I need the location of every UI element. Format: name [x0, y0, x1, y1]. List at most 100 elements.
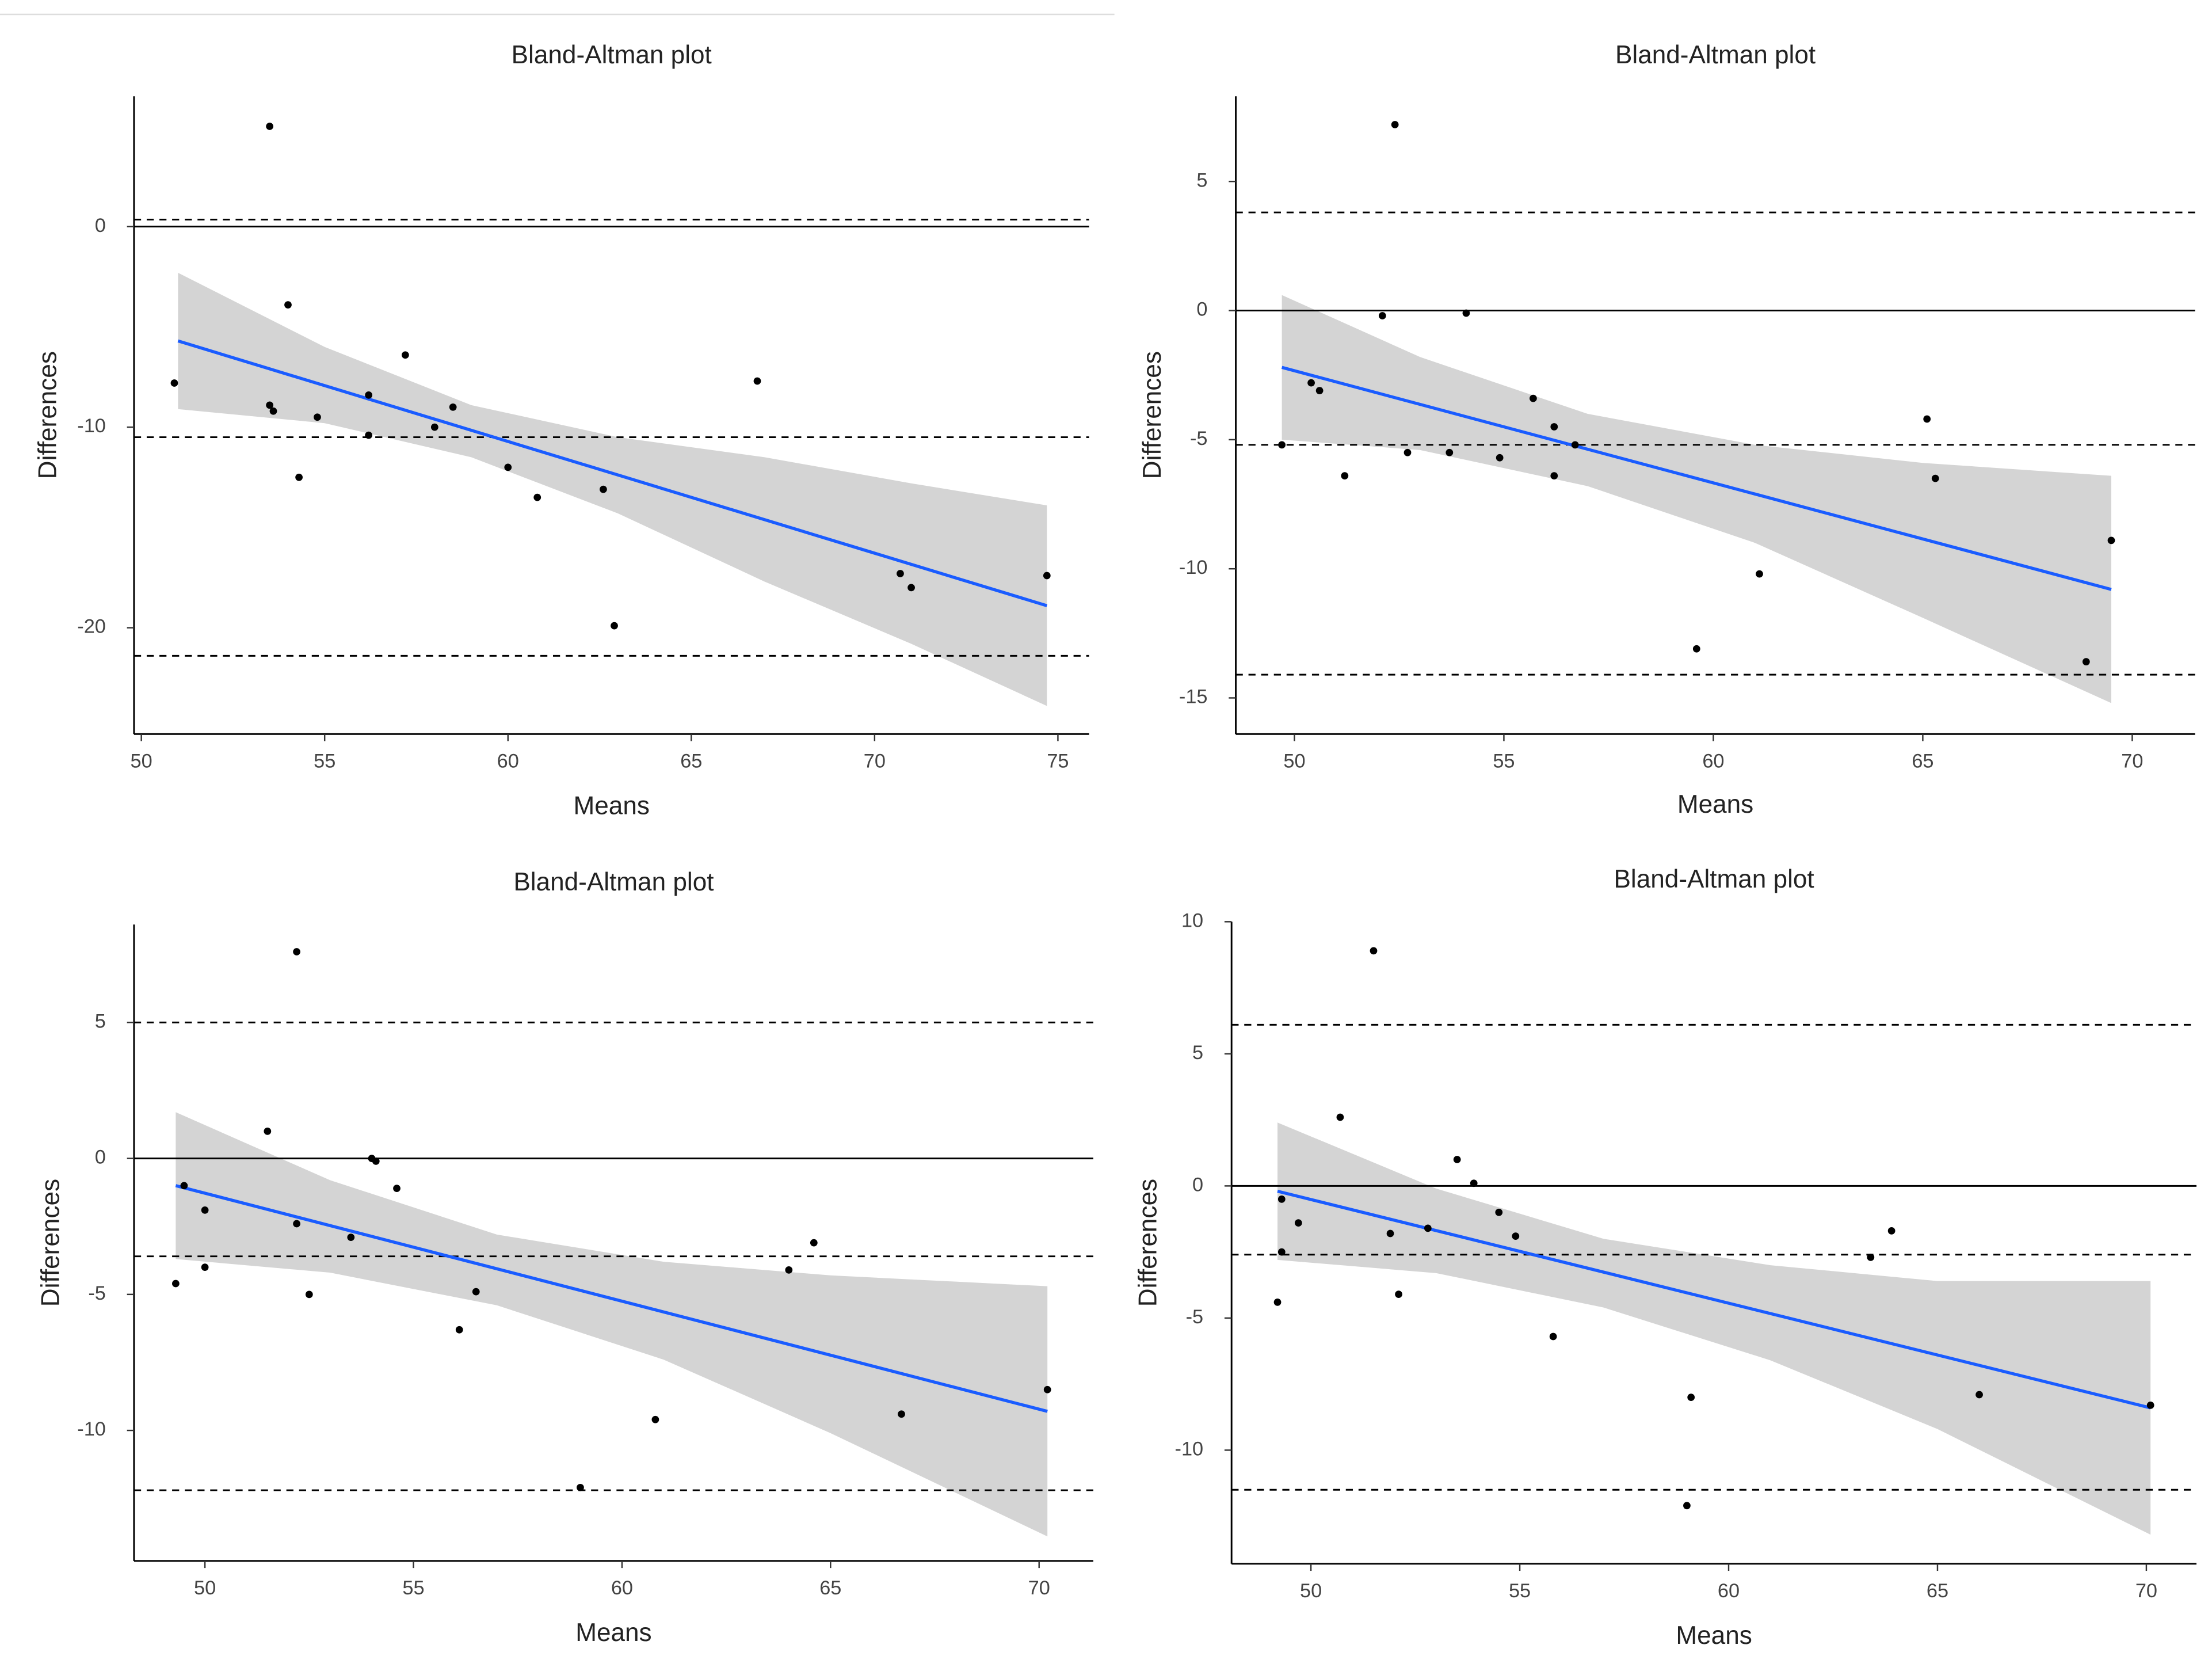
y-axis-label: Differences	[36, 1179, 64, 1307]
y-tick-label: 10	[1181, 909, 1203, 931]
data-point	[2082, 658, 2090, 666]
data-point	[1307, 379, 1315, 387]
chart-title: Bland-Altman plot	[513, 868, 714, 896]
confidence-band	[1282, 295, 2111, 703]
data-point	[1496, 454, 1504, 462]
x-tick-label: 65	[1927, 1580, 1948, 1602]
data-point	[1424, 1224, 1432, 1232]
data-point	[1378, 312, 1386, 319]
x-tick-label: 70	[1028, 1577, 1050, 1599]
data-point	[365, 391, 373, 399]
data-point	[1495, 1208, 1503, 1216]
chart-title: Bland-Altman plot	[1614, 865, 1814, 893]
x-tick-label: 60	[611, 1577, 633, 1599]
data-point	[1277, 1248, 1286, 1256]
data-point	[269, 407, 277, 415]
data-point	[266, 401, 274, 409]
x-tick-label: 55	[314, 750, 335, 772]
x-axis-label: Means	[1677, 790, 1753, 818]
data-point	[1043, 1385, 1051, 1394]
data-point	[1692, 645, 1700, 653]
x-tick-label: 55	[1509, 1580, 1531, 1602]
data-point	[264, 1127, 272, 1135]
data-point	[577, 1483, 584, 1491]
x-tick-label: 60	[1702, 750, 1724, 772]
data-point	[810, 1239, 818, 1247]
data-point	[170, 379, 178, 387]
x-axis-label: Means	[575, 1619, 651, 1647]
data-point	[401, 351, 409, 359]
x-tick-label: 65	[680, 750, 702, 772]
data-point	[1975, 1391, 1983, 1399]
data-point	[1294, 1219, 1302, 1227]
data-point	[2146, 1402, 2154, 1409]
x-tick-label: 50	[1300, 1580, 1322, 1602]
data-point	[1470, 1179, 1478, 1187]
data-point	[172, 1280, 180, 1288]
data-point	[1341, 472, 1349, 480]
data-point	[295, 473, 303, 481]
data-point	[201, 1263, 209, 1271]
data-point	[1550, 472, 1558, 480]
y-tick-label: -15	[1179, 686, 1208, 708]
data-point	[651, 1415, 659, 1423]
data-point	[1923, 415, 1931, 423]
data-point	[305, 1290, 313, 1299]
confidence-band	[176, 1112, 1048, 1537]
y-tick-label: -5	[1190, 428, 1208, 450]
data-point	[372, 1157, 380, 1165]
chart-title: Bland-Altman plot	[512, 41, 712, 69]
data-point	[266, 123, 274, 130]
data-point	[2107, 536, 2115, 545]
data-point	[1687, 1394, 1695, 1401]
y-tick-label: -5	[1186, 1306, 1204, 1328]
y-axis-label: Differences	[1138, 351, 1166, 479]
data-point	[1315, 387, 1324, 395]
y-tick-label: 5	[95, 1010, 106, 1032]
data-point	[907, 584, 915, 592]
y-tick-label: -10	[1179, 557, 1208, 578]
y-tick-label: 0	[95, 1147, 106, 1168]
data-point	[1370, 947, 1378, 955]
y-tick-label: 0	[1192, 1174, 1203, 1195]
x-tick-label: 50	[131, 750, 152, 772]
y-axis-label: Differences	[33, 351, 62, 479]
data-point	[455, 1326, 463, 1334]
y-tick-label: 0	[1196, 299, 1207, 321]
y-tick-label: -10	[77, 415, 106, 437]
data-point	[1549, 1332, 1557, 1341]
regression-line	[1281, 365, 2112, 591]
x-tick-label: 55	[402, 1577, 424, 1599]
data-point	[347, 1233, 355, 1241]
data-point	[365, 431, 373, 439]
chart-title: Bland-Altman plot	[1615, 41, 1816, 69]
x-tick-label: 70	[2121, 750, 2143, 772]
data-point	[449, 403, 457, 411]
data-point	[1512, 1232, 1520, 1240]
data-point	[1571, 441, 1579, 449]
y-tick-label: 5	[1196, 169, 1207, 191]
data-point	[293, 948, 300, 955]
data-point	[472, 1288, 480, 1296]
data-point	[1278, 441, 1286, 449]
confidence-band	[1277, 1122, 2151, 1535]
data-point	[1043, 572, 1051, 580]
regression-line	[1277, 1189, 2151, 1410]
data-point	[1462, 309, 1470, 317]
data-point	[1453, 1156, 1461, 1163]
x-tick-label: 55	[1493, 750, 1515, 772]
data-point	[1867, 1253, 1875, 1261]
data-point	[504, 463, 512, 471]
data-point	[1683, 1502, 1691, 1510]
data-point	[1550, 423, 1558, 431]
data-point	[785, 1266, 793, 1274]
data-point	[611, 622, 618, 630]
data-point	[1391, 121, 1399, 128]
data-point	[753, 377, 761, 385]
y-tick-label: -10	[1175, 1438, 1204, 1460]
x-tick-label: 65	[819, 1577, 841, 1599]
data-point	[393, 1185, 401, 1192]
data-point	[1273, 1298, 1282, 1306]
y-tick-label: 0	[95, 215, 106, 237]
